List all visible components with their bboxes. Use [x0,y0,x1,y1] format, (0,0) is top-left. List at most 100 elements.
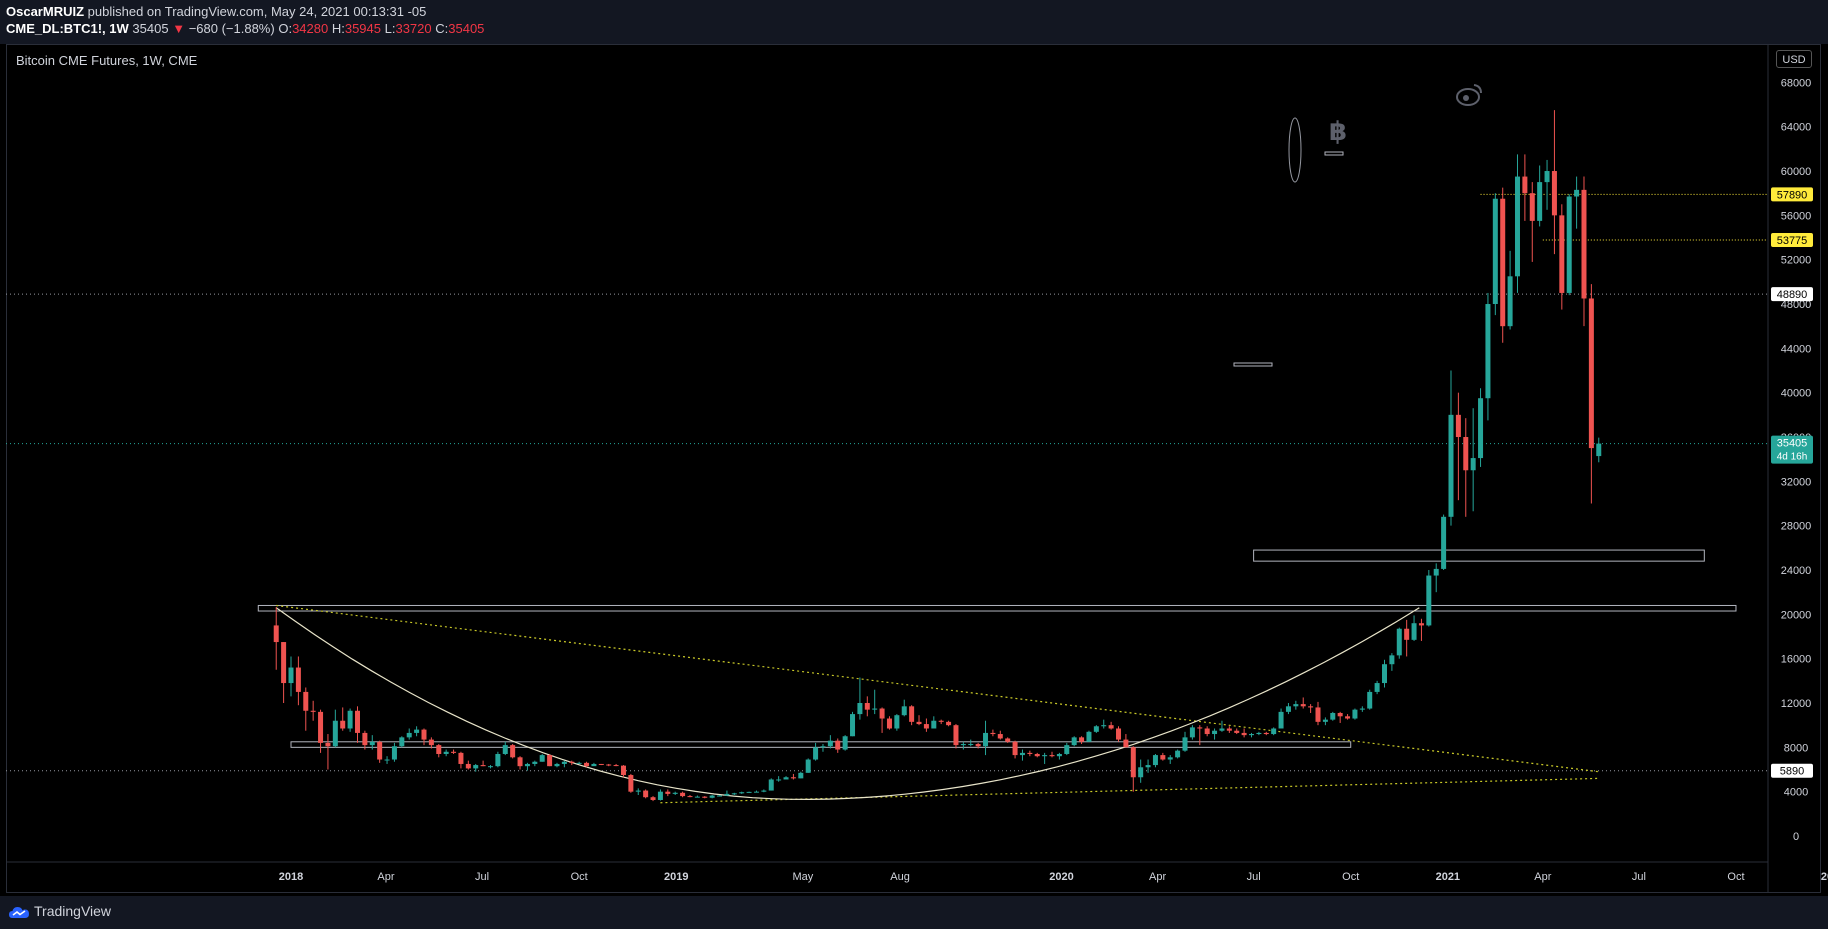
candle-body [554,763,560,767]
candles-layer [273,110,1602,802]
candle-body [1418,623,1424,626]
candle-body [1049,755,1055,757]
candle-body [1226,728,1232,731]
candle-body [1086,731,1092,742]
down-arrow-icon: ▼ [172,21,186,36]
support-zone-box[interactable] [257,604,1737,612]
candle-body [968,744,974,746]
candle-body [724,793,730,796]
candle-body [820,746,826,748]
candle-body [524,763,530,767]
close-value: 35405 [448,21,485,36]
candle-body [1079,737,1085,742]
candle-body [1300,704,1306,707]
candle-body [1596,443,1602,457]
weibo-icon-eye [1463,95,1469,101]
candle-body [1537,182,1543,221]
price-label-box [1771,287,1813,302]
y-tick-label: 8000 [1784,742,1808,754]
candle-body [1448,414,1454,517]
candle-body [1478,398,1484,459]
candle-body [990,732,996,735]
y-tick-label: 64000 [1781,122,1812,134]
weibo-icon [1456,88,1480,106]
trendline[interactable] [660,777,1599,804]
candle-body [1566,196,1572,293]
candle-body [1522,176,1528,194]
candle-body [1219,728,1225,731]
candle-body [864,703,870,710]
support-zone-box[interactable] [1253,549,1705,562]
last-price: 35405 [132,21,169,36]
candle-body [598,763,604,765]
price-label: 5890 [1780,766,1804,778]
candle-body [931,720,937,729]
currency-badge[interactable]: USD [1776,50,1812,68]
candle-body [1056,753,1062,757]
high-label: H: [331,21,345,36]
candle-body [369,741,375,746]
candle-body [1249,734,1255,736]
chart-title: Bitcoin CME Futures, 1W, CME [16,53,198,68]
trendline[interactable] [276,604,1599,773]
candle-body [510,745,516,758]
candle-body [1581,189,1587,299]
candle-body [1352,709,1358,719]
author-name[interactable]: OscarMRUIZ [6,4,85,19]
x-tick-label: 2018 [279,871,303,883]
low-value: 33720 [395,21,432,36]
candle-body [1152,755,1158,766]
candle-body [1441,516,1447,569]
level-marker-box[interactable] [1233,362,1273,367]
published-text: published on TradingView.com, May 24, 20… [87,4,427,19]
candle-body [1426,575,1432,626]
candle-body [1130,747,1136,778]
candle-body [1027,752,1033,754]
candle-body [1019,752,1025,756]
candle-body [1271,728,1277,735]
candle-body [953,725,959,746]
candle-body [1116,728,1122,740]
candle-body [281,642,287,684]
candle-body [354,710,360,733]
y-tick-label: 32000 [1781,476,1812,488]
y-tick-label: 20000 [1781,609,1812,621]
candle-body [879,708,885,719]
y-tick-label: 12000 [1781,698,1812,710]
candle-body [487,766,493,768]
rounding-bottom-arc[interactable] [275,607,1420,801]
x-tick-label: Jul [475,871,489,883]
candle-body [805,759,811,773]
candle-body [347,710,353,729]
x-tick-label: Oct [571,871,588,883]
low-label: L: [384,21,396,36]
price-change: −680 (−1.88%) [188,21,275,36]
price-label-box [1771,233,1813,248]
tradingview-brand[interactable]: TradingView [34,903,112,919]
candle-body [1433,568,1439,576]
peak-marker-box[interactable] [1324,151,1344,156]
candle-body [665,791,671,794]
candle-body [421,729,427,740]
y-tick-label: 48000 [1781,299,1812,311]
candle-body [1463,437,1469,471]
candle-body [436,745,442,754]
candle-body [295,667,301,692]
publisher-line: OscarMRUIZ published on TradingView.com,… [6,4,426,19]
y-tick-label: 24000 [1781,565,1812,577]
y-tick-label: 68000 [1781,77,1812,89]
candle-body [886,718,892,729]
candle-body [495,753,501,767]
candle-body [362,732,368,746]
candle-body [1544,171,1550,183]
peak-ellipse-drawing[interactable] [1288,117,1302,183]
candle-body [650,797,656,800]
chart-icons-layer: ฿ [1233,84,1482,367]
candle-body [702,796,708,798]
candle-body [1182,737,1188,751]
candle-body [458,752,464,764]
candle-body [1507,276,1513,327]
candle-body [391,746,397,760]
x-tick-label: May [793,871,814,883]
